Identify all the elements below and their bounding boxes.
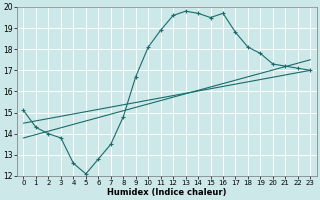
X-axis label: Humidex (Indice chaleur): Humidex (Indice chaleur)	[107, 188, 227, 197]
